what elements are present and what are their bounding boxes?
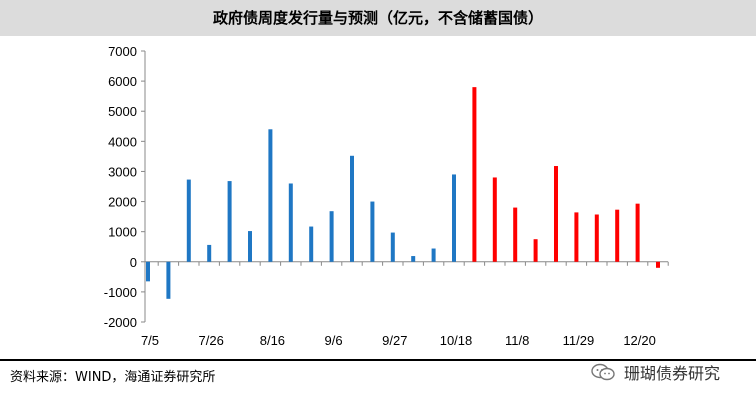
y-tick-label: 4000 xyxy=(108,134,137,149)
actual-bar-9-13 xyxy=(350,155,354,262)
forecast-bar-11-22 xyxy=(554,166,558,262)
x-tick-label: 9/27 xyxy=(382,333,407,348)
actual-bar-7-19 xyxy=(186,179,191,262)
y-tick-label: 0 xyxy=(130,255,137,270)
source-note: 资料来源：WIND，海通证券研究所 xyxy=(10,370,216,385)
forecast-bar-11-29 xyxy=(574,212,579,262)
actual-bar-9-20 xyxy=(370,201,375,262)
y-tick-label: 5000 xyxy=(108,104,137,119)
actual-bar-8-30 xyxy=(309,226,314,262)
x-tick-label: 7/26 xyxy=(199,333,224,348)
actual-bar-7-12 xyxy=(166,261,171,299)
forecast-bar-11-15 xyxy=(533,239,538,262)
title-bar xyxy=(0,0,756,36)
forecast-bar-11-8 xyxy=(513,207,518,262)
actual-bar-8-9 xyxy=(248,231,252,262)
actual-bar-8-2 xyxy=(227,181,232,262)
actual-bar-7-5 xyxy=(146,261,150,282)
actual-bar-8-16 xyxy=(268,129,273,262)
actual-bar-10-18 xyxy=(452,174,456,262)
forecast-bar-11-1 xyxy=(492,177,497,262)
y-tick-label: -2000 xyxy=(104,315,137,330)
forecast-bar-12-13 xyxy=(615,209,620,262)
actual-bar-8-23 xyxy=(288,183,293,262)
y-tick-label: 2000 xyxy=(108,195,137,210)
watermark-text: 珊瑚债券研究 xyxy=(624,364,721,383)
bar-chart: -2000 -1000 0 1000 2000 3000 4000 5000 6000 7000 7… xyxy=(104,44,669,348)
y-tick-label: -1000 xyxy=(104,285,137,300)
x-tick-label: 12/20 xyxy=(623,333,656,348)
y-tick-label: 6000 xyxy=(108,74,137,89)
forecast-bar-12-27 xyxy=(656,261,660,268)
x-tick-label: 8/16 xyxy=(260,333,285,348)
forecast-bar-12-20 xyxy=(635,203,640,262)
y-tick-label: 3000 xyxy=(108,164,137,179)
forecast-bar-10-25 xyxy=(472,87,477,262)
forecast-bar-12-6 xyxy=(594,214,599,262)
x-tick-label: 11/8 xyxy=(505,333,529,348)
watermark: 珊瑚债券研究 xyxy=(590,360,720,384)
wechat-icon xyxy=(591,363,615,381)
actual-bar-7-26 xyxy=(207,244,212,262)
y-tick-label: 7000 xyxy=(108,44,137,59)
x-tick-label: 9/6 xyxy=(325,333,343,348)
x-tick-label: 10/18 xyxy=(440,333,473,348)
actual-bar-10-11 xyxy=(431,248,436,262)
footer-divider xyxy=(0,359,756,361)
x-tick-label: 11/29 xyxy=(563,333,595,348)
x-tick-label: 7/5 xyxy=(141,333,159,348)
actual-bar-10-4 xyxy=(411,256,416,262)
chart-title: 政府债周度发行量与预测（亿元，不含储蓄国债） xyxy=(212,9,543,27)
actual-bar-9-27 xyxy=(390,232,395,262)
actual-bar-9-6 xyxy=(329,211,334,262)
y-tick-label: 1000 xyxy=(108,225,137,240)
